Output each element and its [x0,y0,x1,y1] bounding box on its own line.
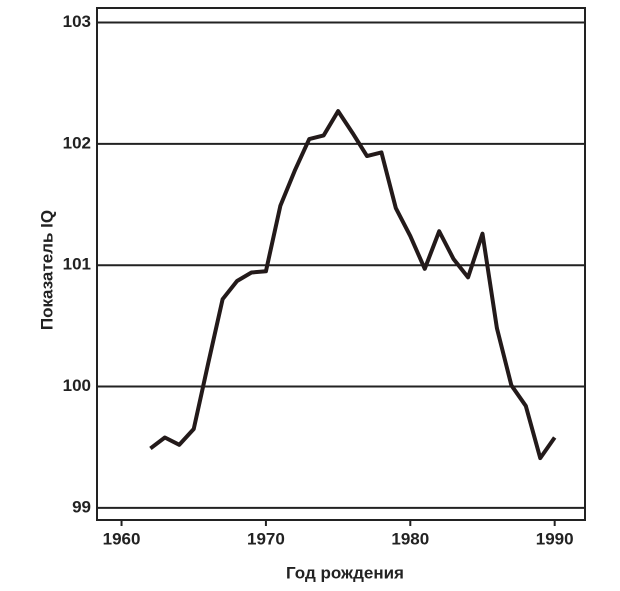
plot-frame [96,7,586,521]
x-tick-label: 1990 [536,529,574,548]
y-axis-label: Показатель IQ [37,210,56,330]
x-tick-label: 1960 [103,529,141,548]
x-tick-label: 1980 [391,529,429,548]
x-tick-label: 1970 [247,529,285,548]
y-tick-label: 101 [63,255,91,274]
y-tick-label: 102 [63,133,91,152]
y-tick-label: 99 [72,497,91,516]
y-tick-label: 103 [63,12,91,31]
y-tick-label: 100 [63,376,91,395]
x-axis-label: Год рождения [286,563,404,582]
data-line [149,109,557,461]
